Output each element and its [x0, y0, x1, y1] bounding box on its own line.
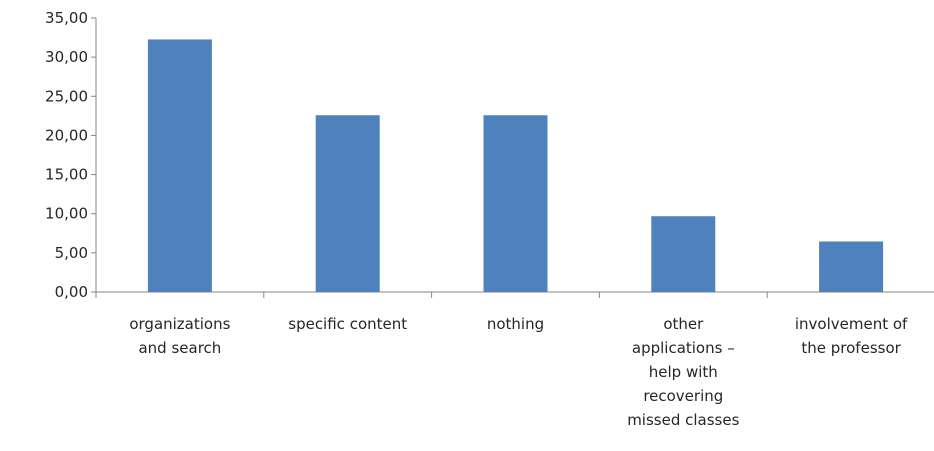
bar [819, 241, 884, 292]
bars [147, 39, 884, 292]
y-tick-label: 25,00 [45, 87, 88, 105]
x-category-label-line: nothing [487, 315, 544, 333]
x-category-label: specific content [288, 315, 407, 333]
y-tick-label: 30,00 [45, 48, 88, 66]
x-category-label-line: and search [138, 339, 221, 357]
x-category-label-line: other [663, 315, 704, 333]
category-labels: organizations and search specific content n… [129, 315, 908, 429]
x-category-label-line: specific content [288, 315, 407, 333]
bar [147, 39, 212, 292]
y-tick-label: 10,00 [45, 205, 88, 223]
y-axis: 0,00 5,00 10,00 15,00 20,00 25,00 30,00 35,00 [45, 9, 97, 301]
y-tick-label: 5,00 [55, 244, 88, 262]
bar [483, 115, 548, 292]
y-tick-label: 35,00 [45, 9, 88, 27]
x-category-label: involvement of the professor [795, 315, 908, 357]
x-category-label-line: missed classes [627, 411, 739, 429]
x-category-label: other applications – help with recovering mi… [627, 315, 739, 429]
x-category-label: organizations and search [129, 315, 230, 357]
bar [651, 216, 716, 292]
x-category-label-line: organizations [129, 315, 230, 333]
x-category-label-line: recovering [643, 387, 723, 405]
x-axis [95, 291, 934, 298]
x-category-label: nothing [487, 315, 544, 333]
x-category-label-line: applications – [632, 339, 735, 357]
x-category-label-line: involvement of [795, 315, 908, 333]
x-category-label-line: help with [649, 363, 718, 381]
y-tick-label: 0,00 [55, 283, 88, 301]
y-tick-label: 15,00 [45, 166, 88, 184]
bar [315, 115, 380, 292]
y-tick-label: 20,00 [45, 126, 88, 144]
x-category-label-line: the professor [801, 339, 901, 357]
